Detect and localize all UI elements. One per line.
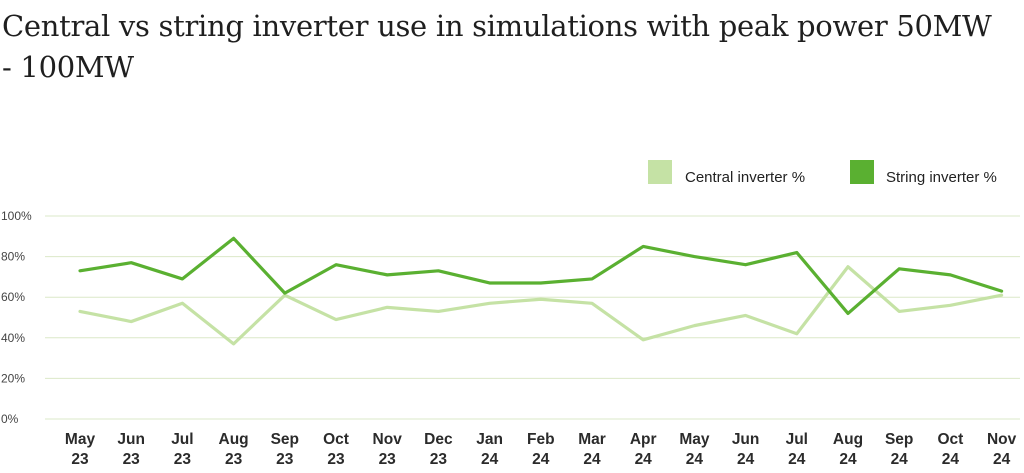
x-tick-label: Oct 24	[937, 431, 963, 468]
x-tick-label: Oct 23	[323, 431, 349, 468]
y-tick-label: 60%	[1, 290, 25, 304]
x-tick-label: Jun 23	[117, 431, 145, 468]
x-tick-label: Aug 24	[833, 431, 863, 468]
legend: Central inverter % String inverter %	[648, 160, 997, 186]
x-tick-label: Aug 23	[219, 431, 249, 468]
legend-label: Central inverter %	[685, 169, 805, 186]
x-tick-label: Sep 24	[885, 431, 913, 468]
x-tick-label: Feb 24	[527, 431, 555, 468]
x-tick-label: Nov 24	[987, 431, 1017, 468]
legend-label: String inverter %	[886, 169, 997, 186]
y-tick-label: 40%	[1, 331, 25, 345]
y-tick-label: 80%	[1, 250, 25, 264]
x-tick-label: Apr 24	[630, 431, 657, 468]
x-tick-label: Mar 24	[578, 431, 606, 468]
series-line-central-inverter	[78, 265, 1004, 346]
y-tick-label: 20%	[1, 371, 25, 385]
x-tick-label: Jun 24	[732, 431, 760, 468]
x-tick-label: Jul 24	[786, 431, 808, 468]
x-tick-label: May 23	[65, 431, 96, 468]
x-axis-ticks: May 23 Jun 23 Jul 23 Aug 23 Sep 23 Oct 23 Nov 23 Dec 23…	[65, 431, 1017, 468]
x-tick-label: Nov 23	[373, 431, 403, 468]
x-tick-label: Dec 23	[424, 431, 453, 468]
x-tick-label: Sep 23	[271, 431, 299, 468]
x-tick-label: Jan 24	[476, 431, 503, 468]
gridlines	[45, 215, 1020, 420]
x-tick-label: May 24	[679, 431, 710, 468]
y-axis-ticks: 0% 20% 40% 60% 80% 100%	[1, 209, 32, 426]
series-lines	[78, 236, 1004, 346]
y-tick-label: 100%	[1, 209, 32, 223]
series-line-string-inverter	[78, 236, 1004, 316]
legend-swatch	[850, 160, 874, 184]
y-tick-label: 0%	[1, 412, 19, 426]
x-tick-label: Jul 23	[171, 431, 193, 468]
chart-title: Central vs string inverter use in simula…	[2, 9, 992, 84]
legend-swatch	[648, 160, 672, 184]
